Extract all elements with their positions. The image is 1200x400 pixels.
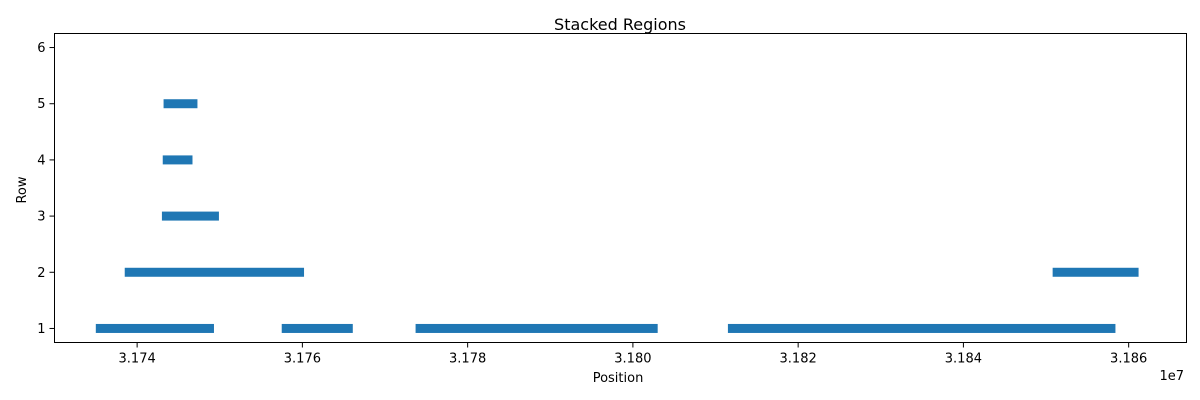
segment-row1-3 xyxy=(727,323,1116,333)
y-axis: 1 2 3 4 5 6 xyxy=(37,41,55,337)
x-tick-label: 3.186 xyxy=(1110,352,1147,367)
x-tick-label: 3.174 xyxy=(119,352,156,367)
segment-row3-6 xyxy=(161,211,219,221)
y-axis-label: Row xyxy=(15,176,30,203)
segment-row2-4 xyxy=(124,267,305,277)
segment-row4-7 xyxy=(162,155,193,165)
x-tick-label: 3.184 xyxy=(945,352,982,367)
y-tick-label: 5 xyxy=(37,97,45,112)
x-axis-label: Position xyxy=(593,371,644,386)
x-axis: 3.174 3.176 3.178 3.180 3.182 3.184 3.186 xyxy=(119,342,1147,367)
plot-frame xyxy=(54,33,1187,343)
segment-row1-0 xyxy=(95,323,214,333)
y-tick-label: 6 xyxy=(37,41,45,56)
x-tick-label: 3.182 xyxy=(780,352,817,367)
x-tick-label: 3.178 xyxy=(449,352,486,367)
segment-row1-1 xyxy=(281,323,353,333)
chart-title: Stacked Regions xyxy=(554,15,686,34)
y-tick-label: 1 xyxy=(37,322,45,337)
y-tick-label: 4 xyxy=(37,153,45,168)
segment-row5-8 xyxy=(163,99,198,109)
y-tick-label: 3 xyxy=(37,210,45,225)
segment-row2-5 xyxy=(1052,267,1139,277)
segments-layer xyxy=(95,99,1139,333)
y-tick-label: 2 xyxy=(37,266,45,281)
x-tick-label: 3.176 xyxy=(284,352,321,367)
segment-row1-2 xyxy=(415,323,658,333)
x-offset-label: 1e7 xyxy=(1159,369,1184,384)
x-tick-label: 3.180 xyxy=(614,352,651,367)
